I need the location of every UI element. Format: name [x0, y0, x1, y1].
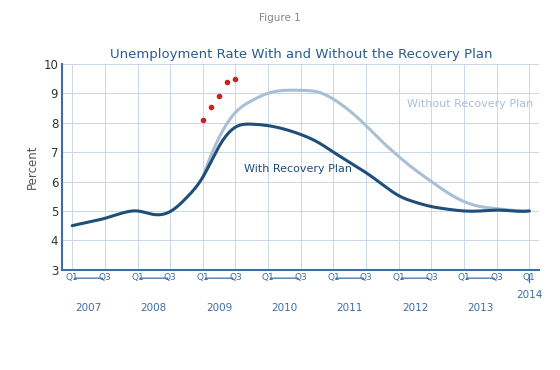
Y-axis label: Percent: Percent [26, 145, 39, 189]
Point [198, 117, 207, 123]
Text: 2012: 2012 [402, 303, 428, 313]
Title: Unemployment Rate With and Without the Recovery Plan: Unemployment Rate With and Without the R… [110, 48, 492, 61]
Text: Figure 1: Figure 1 [259, 13, 301, 23]
Text: 2008: 2008 [141, 303, 167, 313]
Point [223, 78, 232, 84]
Point [207, 104, 216, 110]
Text: 2014: 2014 [516, 290, 543, 300]
Text: 2007: 2007 [76, 303, 102, 313]
Point [214, 93, 223, 99]
Text: 2010: 2010 [272, 303, 297, 313]
Text: 2011: 2011 [337, 303, 363, 313]
Text: With Recovery Plan: With Recovery Plan [244, 164, 352, 174]
Text: 2009: 2009 [206, 303, 232, 313]
Text: 2013: 2013 [467, 303, 493, 313]
Point [231, 75, 240, 81]
Text: Without Recovery Plan: Without Recovery Plan [407, 98, 533, 108]
